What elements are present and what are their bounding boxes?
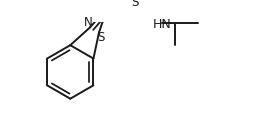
Text: S: S [132,0,139,9]
Text: HN: HN [152,18,171,30]
Text: S: S [97,31,104,44]
Text: N: N [84,16,93,29]
